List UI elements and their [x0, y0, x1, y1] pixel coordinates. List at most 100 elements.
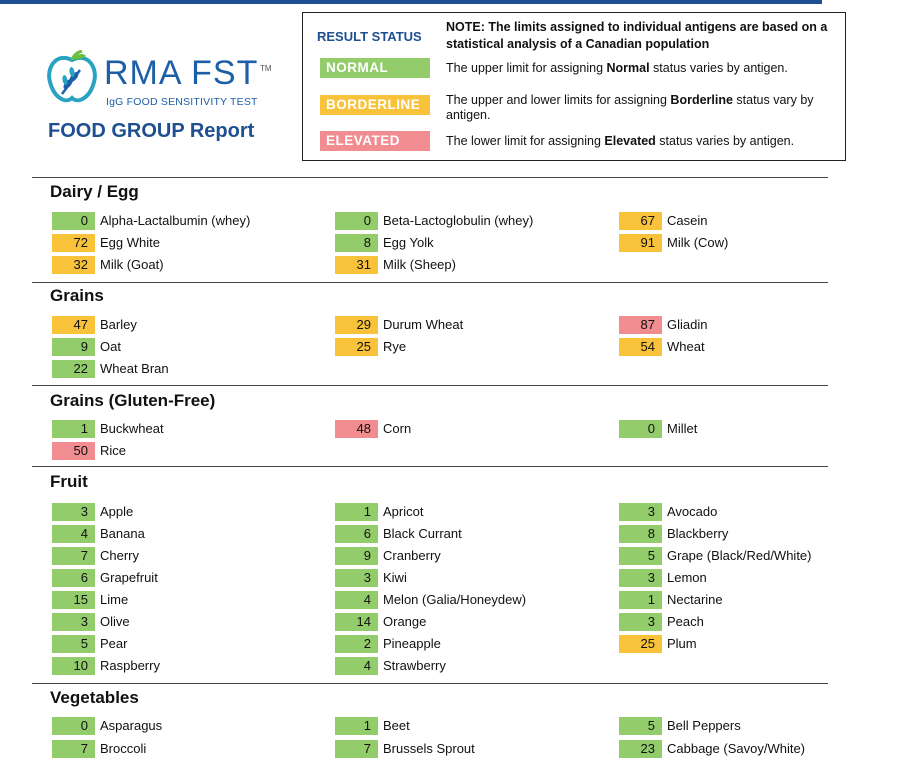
- food-value: 0: [619, 420, 662, 438]
- food-name: Asparagus: [100, 718, 163, 733]
- food-value: 8: [619, 525, 662, 543]
- food-name: Milk (Sheep): [383, 257, 456, 272]
- food-name: Milk (Cow): [667, 235, 729, 250]
- food-value: 9: [52, 338, 95, 356]
- food-name: Rice: [100, 443, 127, 458]
- food-value: 7: [52, 547, 95, 565]
- food-value: 4: [52, 525, 95, 543]
- food-name: Grape (Black/Red/White): [667, 548, 812, 563]
- food-name: Orange: [383, 614, 427, 629]
- food-value: 5: [619, 717, 662, 735]
- food-name: Kiwi: [383, 570, 407, 585]
- food-name: Olive: [100, 614, 130, 629]
- food-value: 1: [335, 717, 378, 735]
- brand-subtitle: IgG FOOD SENSITIVITY TEST: [106, 96, 258, 108]
- food-value: 15: [52, 591, 95, 609]
- food-value: 3: [52, 613, 95, 631]
- food-value: 72: [52, 234, 95, 252]
- food-value: 10: [52, 657, 95, 675]
- food-name: Milk (Goat): [100, 257, 164, 272]
- food-value: 1: [619, 591, 662, 609]
- food-name: Buckwheat: [100, 421, 164, 436]
- section-divider: [32, 466, 828, 467]
- section-divider: [32, 683, 828, 684]
- food-value: 50: [52, 442, 95, 460]
- status-desc-emphasis: Elevated: [604, 134, 656, 148]
- report-title: FOOD GROUP Report: [48, 120, 255, 142]
- food-name: Apple: [100, 504, 134, 519]
- food-value: 2: [335, 635, 378, 653]
- status-desc-text: The lower limit for assigning: [446, 134, 605, 148]
- food-name: Plum: [667, 636, 697, 651]
- food-value: 0: [52, 212, 95, 230]
- food-name: Millet: [667, 421, 698, 436]
- food-value: 31: [335, 256, 378, 274]
- food-name: Blackberry: [667, 526, 729, 541]
- food-name: Wheat Bran: [100, 361, 169, 376]
- food-name: Brussels Sprout: [383, 741, 475, 756]
- section-divider: [32, 385, 828, 386]
- food-name: Alpha-Lactalbumin (whey): [100, 213, 251, 228]
- food-value: 4: [335, 591, 378, 609]
- food-value: 3: [335, 569, 378, 587]
- food-value: 3: [619, 503, 662, 521]
- legend-note: NOTE: The limits assigned to individual …: [446, 20, 828, 51]
- status-desc-emphasis: Normal: [606, 61, 650, 75]
- food-name: Corn: [383, 421, 412, 436]
- food-value: 1: [335, 503, 378, 521]
- food-name: Durum Wheat: [383, 317, 464, 332]
- food-name: Cherry: [100, 548, 140, 563]
- food-name: Bell Peppers: [667, 718, 741, 733]
- food-name: Beet: [383, 718, 410, 733]
- rma-fst-logo: RMA FST TM IgG FOOD SENSITIVITY TEST: [44, 50, 284, 110]
- food-value: 0: [52, 717, 95, 735]
- food-name: Cabbage (Savoy/White): [667, 741, 806, 756]
- status-chip-normal: NORMAL: [320, 58, 430, 78]
- food-name: Barley: [100, 317, 137, 332]
- food-name: Melon (Galia/Honeydew): [383, 592, 527, 607]
- food-name: Egg White: [100, 235, 160, 250]
- section-title-fruit: Fruit: [50, 472, 88, 491]
- food-value: 32: [52, 256, 95, 274]
- food-value: 14: [335, 613, 378, 631]
- food-value: 54: [619, 338, 662, 356]
- food-value: 91: [619, 234, 662, 252]
- food-value: 9: [335, 547, 378, 565]
- food-value: 67: [619, 212, 662, 230]
- food-name: Casein: [667, 213, 708, 228]
- status-desc-text: The upper and lower limits for assigning: [446, 93, 671, 107]
- food-name: Peach: [667, 614, 704, 629]
- food-name: Strawberry: [383, 658, 446, 673]
- food-value: 23: [619, 740, 662, 758]
- result-status-legend: RESULT STATUS NOTE: The limits assigned …: [302, 12, 846, 161]
- food-value: 5: [52, 635, 95, 653]
- top-accent-bar: [0, 0, 822, 4]
- food-name: Grapefruit: [100, 570, 158, 585]
- food-value: 47: [52, 316, 95, 334]
- status-desc-text: The upper limit for assigning: [446, 61, 607, 75]
- food-value: 25: [335, 338, 378, 356]
- section-title-vegetables: Vegetables: [50, 688, 139, 707]
- status-desc-elevated: The lower limit for assigning Elevated s…: [446, 134, 841, 149]
- food-name: Egg Yolk: [383, 235, 434, 250]
- food-name: Gliadin: [667, 317, 708, 332]
- food-name: Pineapple: [383, 636, 441, 651]
- food-value: 3: [619, 613, 662, 631]
- food-value: 48: [335, 420, 378, 438]
- status-desc-borderline: The upper and lower limits for assigning…: [446, 93, 841, 123]
- food-value: 22: [52, 360, 95, 378]
- brand-name: RMA FST: [104, 54, 259, 92]
- food-name: Banana: [100, 526, 145, 541]
- status-desc-text: status varies by antigen.: [655, 134, 795, 148]
- food-name: Nectarine: [667, 592, 723, 607]
- section-title-grains: Grains: [50, 286, 104, 305]
- status-chip-elevated: ELEVATED: [320, 131, 430, 151]
- section-divider: [32, 282, 828, 283]
- food-value: 6: [52, 569, 95, 587]
- food-value: 6: [335, 525, 378, 543]
- food-value: 7: [52, 740, 95, 758]
- food-name: Lime: [100, 592, 129, 607]
- food-value: 7: [335, 740, 378, 758]
- trademark-mark: TM: [260, 64, 272, 73]
- food-name: Black Currant: [383, 526, 462, 541]
